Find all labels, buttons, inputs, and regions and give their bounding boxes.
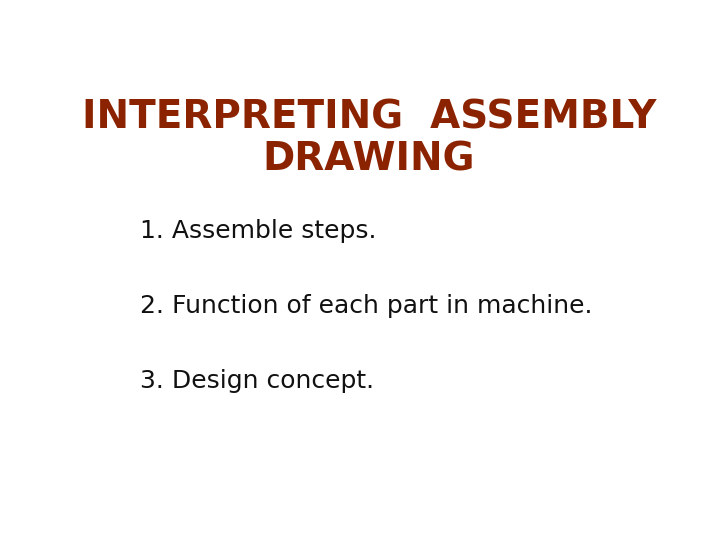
Text: 2. Function of each part in machine.: 2. Function of each part in machine. (140, 294, 593, 318)
Text: 1. Assemble steps.: 1. Assemble steps. (140, 219, 377, 243)
Text: 3. Design concept.: 3. Design concept. (140, 369, 374, 393)
Text: INTERPRETING  ASSEMBLY
DRAWING: INTERPRETING ASSEMBLY DRAWING (82, 98, 656, 179)
